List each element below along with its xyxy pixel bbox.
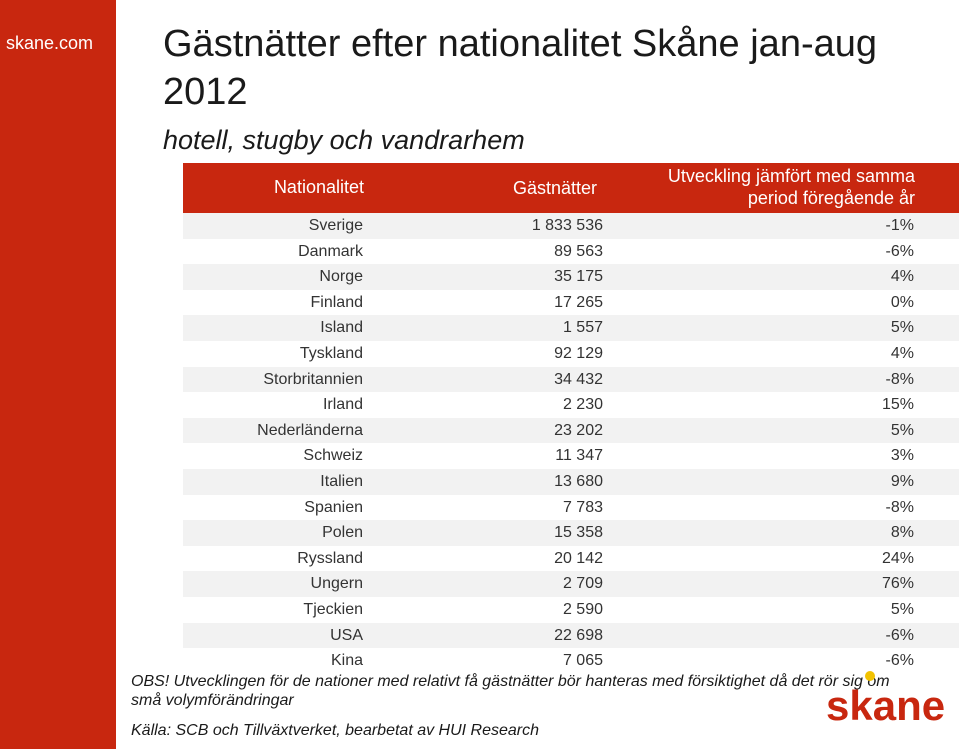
table-row: Norge 35 175 4% [183, 264, 959, 290]
table-row: Spanien 7 783 -8% [183, 495, 959, 521]
logo-dot-icon [865, 671, 875, 681]
header-change: Utveckling jämfört med samma period före… [668, 165, 915, 209]
change-cell: 4% [890, 268, 914, 286]
country-cell: Kina [330, 652, 363, 670]
change-cell: 5% [890, 600, 914, 618]
nights-cell: 92 129 [554, 344, 603, 362]
nights-cell: 1 833 536 [531, 217, 603, 234]
change-cell: 15% [881, 396, 914, 414]
table-row: Tjeckien 2 590 5% [183, 597, 959, 623]
country-cell: USA [330, 626, 363, 644]
country-cell: Polen [322, 524, 363, 542]
nights-cell: 23 202 [554, 421, 603, 439]
nights-cell: 2 709 [562, 575, 603, 593]
table-row: Italien 13 680 9% [183, 468, 959, 495]
table-row: Polen 15 358 8% [183, 520, 959, 546]
country-cell: Storbritannien [263, 370, 363, 388]
country-cell: Schweiz [303, 447, 363, 465]
nights-cell: 20 142 [554, 549, 603, 567]
table-header: Nationalitet Gästnätter Utveckling jämfö… [183, 163, 959, 213]
note-text: OBS! Utvecklingen för de nationer med re… [131, 673, 890, 709]
change-cell: 9% [890, 472, 914, 490]
nights-cell: 17 265 [554, 293, 603, 311]
change-cell: 0% [890, 293, 914, 311]
change-cell: -6% [885, 652, 914, 670]
nights-cell: 34 432 [554, 370, 603, 388]
table-row: Island 1 557 5% [183, 315, 959, 341]
table-row: Nederländerna 23 202 5% [183, 417, 959, 444]
header-change-line2: period föregående år [747, 188, 915, 208]
table-row: Ungern 2 709 76% [183, 571, 959, 597]
change-cell: -8% [885, 370, 914, 388]
nights-cell: 11 347 [555, 447, 603, 465]
nights-cell: 89 563 [554, 242, 603, 260]
page-subtitle: hotell, stugby och vandrarhem [163, 125, 525, 155]
country-cell: Spanien [304, 498, 363, 516]
country-cell: Ungern [310, 575, 363, 593]
change-cell: 3% [890, 447, 914, 465]
nights-cell: 1 557 [562, 319, 603, 337]
country-cell: Island [320, 319, 363, 337]
logo-text: skane [826, 682, 945, 729]
country-cell: Nederländerna [257, 421, 363, 439]
country-cell: Norge [319, 268, 363, 286]
country-cell: Italien [320, 472, 363, 490]
header-nationality: Nationalitet [273, 177, 364, 197]
table-row: Schweiz 11 347 3% [183, 443, 959, 469]
table-row: Kina 7 065 -6% [183, 648, 959, 674]
header-nights: Gästnätter [513, 178, 598, 198]
table-row: Sverige 1 833 536 -1% [183, 213, 959, 239]
change-cell: -1% [885, 217, 914, 234]
nights-cell: 22 698 [554, 626, 603, 644]
change-cell: 5% [890, 319, 914, 337]
change-cell: -8% [885, 498, 914, 516]
table-row: Danmark 89 563 -6% [183, 239, 959, 265]
country-cell: Sverige [308, 217, 363, 234]
change-cell: 8% [890, 524, 914, 542]
site-name[interactable]: skane.com [6, 33, 94, 53]
change-cell: -6% [885, 242, 914, 260]
change-cell: -6% [885, 626, 914, 644]
page-title: Gästnätter efter nationalitet Skåne jan-… [163, 23, 878, 113]
table-row: Ryssland 20 142 24% [183, 546, 959, 572]
nights-cell: 2 590 [562, 600, 603, 618]
country-cell: Irland [322, 396, 363, 414]
table-row: Storbritannien 34 432 -8% [183, 366, 959, 393]
table-row: Finland 17 265 0% [183, 290, 959, 316]
table-body: Sverige 1 833 536 -1% Danmark 89 563 -6% Norge… [183, 213, 959, 674]
table-row: Irland 2 230 15% [183, 392, 959, 418]
nights-cell: 7 065 [562, 652, 603, 670]
change-cell: 5% [890, 421, 914, 439]
country-cell: Finland [310, 293, 363, 311]
nights-cell: 35 175 [554, 268, 603, 286]
nights-cell: 7 783 [562, 498, 603, 516]
table-row: USA 22 698 -6% [183, 622, 959, 649]
nights-cell: 13 680 [554, 472, 603, 490]
country-cell: Tjeckien [303, 600, 363, 618]
table-row: Tyskland 92 129 4% [183, 341, 959, 367]
change-cell: 24% [881, 549, 914, 567]
change-cell: 4% [890, 344, 914, 362]
nights-cell: 2 230 [562, 396, 603, 414]
country-cell: Tyskland [299, 344, 363, 362]
source-text: Källa: SCB och Tillväxtverket, bearbetat… [131, 722, 540, 739]
country-cell: Ryssland [297, 549, 363, 567]
country-cell: Danmark [298, 242, 363, 260]
change-cell: 76% [881, 575, 914, 593]
sidebar-band: skane.com [0, 0, 116, 749]
skane-logo: skane [826, 671, 945, 729]
header-change-line1: Utveckling jämfört med samma [667, 166, 915, 186]
nights-cell: 15 358 [554, 524, 603, 542]
